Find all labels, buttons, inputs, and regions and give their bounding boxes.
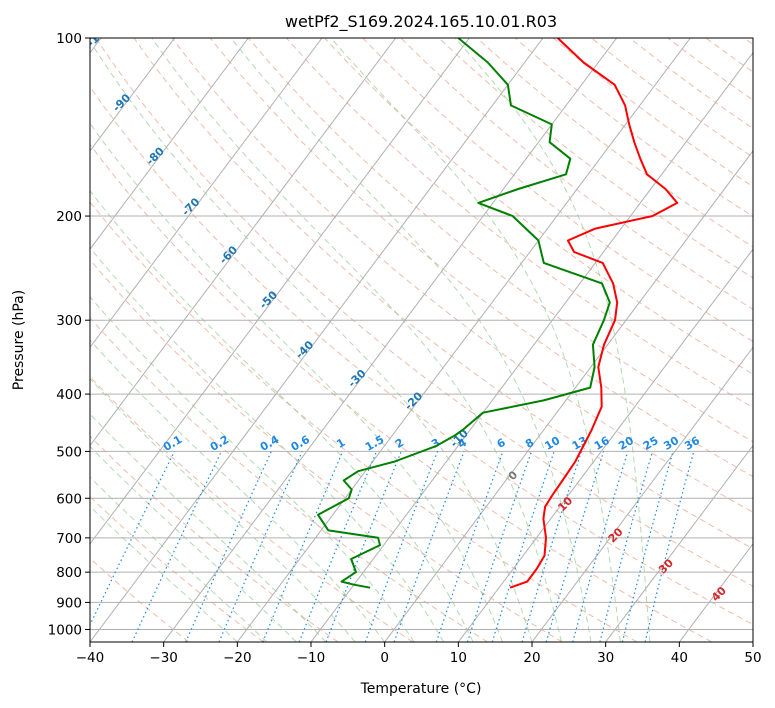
moist-adiabat-line	[90, 445, 297, 642]
mixing-ratio-line	[90, 451, 176, 627]
x-tick-label: 20	[523, 650, 540, 666]
moist-adiabat-line	[330, 38, 621, 642]
x-axis-title: Temperature (°C)	[360, 681, 482, 697]
mixing-ratio-line	[491, 451, 555, 642]
mixing-ratio-line	[325, 451, 402, 642]
profile-lines	[317, 38, 679, 589]
mixing-ratio-line	[466, 451, 533, 642]
y-tick-label: 800	[56, 565, 82, 581]
dry-adiabat-line	[362, 38, 753, 343]
background-lines	[90, 38, 753, 642]
x-tick-label: 40	[671, 650, 688, 666]
chart-title: wetPf2_S169.2024.165.10.01.R03	[285, 12, 557, 32]
isotherm-line	[90, 38, 249, 250]
moist-adiabat-line	[151, 38, 562, 642]
y-tick-label: 200	[56, 209, 82, 225]
temperature-line	[509, 38, 679, 589]
dry-adiabat-line	[133, 38, 753, 550]
mixing-ratio-line	[545, 451, 605, 642]
dry-adiabat-line	[90, 201, 638, 642]
dry-adiabat-line	[247, 38, 753, 443]
dry-adiabat-line	[171, 38, 753, 513]
isotherm-line	[310, 51, 753, 642]
moist-adiabat-line	[90, 476, 268, 642]
plot-frame	[89, 37, 754, 643]
y-tick-label: 600	[56, 491, 82, 507]
isotherm-line	[90, 38, 544, 642]
isotherm-line	[531, 346, 753, 642]
dewpoint-line	[317, 38, 611, 589]
dry-adiabat-line	[209, 38, 753, 478]
dry-adiabat-line	[95, 38, 753, 587]
dry-adiabat-line	[90, 259, 563, 642]
moist-adiabat-line	[90, 413, 327, 642]
dry-adiabat-line	[90, 86, 753, 626]
mixing-ratio-line	[521, 451, 583, 642]
y-tick-label: 100	[56, 31, 82, 47]
mixing-ratio-line	[298, 451, 378, 642]
y-axis-title: Pressure (hPa)	[11, 290, 27, 390]
isotherm-line	[90, 38, 323, 349]
y-tick-label: 300	[56, 313, 82, 329]
axes: −40 −30 −20 −10 0 10 20 30 40 50 1000 900 800 700 600 5…	[48, 31, 762, 666]
x-tick-label: 10	[450, 650, 467, 666]
isotherm-line	[384, 150, 753, 642]
x-tick-label: −10	[297, 650, 326, 666]
mixing-ratio-line	[435, 451, 504, 642]
mixing-ratio-line	[572, 451, 629, 642]
dry-adiabat-line	[400, 38, 753, 310]
isotherm-line	[90, 38, 176, 152]
moist-adiabat-line	[90, 339, 386, 642]
moist-adiabat-line	[90, 505, 238, 642]
x-tick-label: −20	[223, 650, 252, 666]
moist-adiabat-line	[90, 122, 503, 642]
isotherm-line	[236, 38, 691, 642]
isotherm-line	[163, 38, 618, 642]
x-tick-label: 50	[744, 650, 761, 666]
isotherm-line	[457, 248, 753, 642]
moist-adiabat-line	[90, 189, 474, 642]
x-tick-label: −30	[149, 650, 178, 666]
y-tick-label: 500	[56, 444, 82, 460]
dry-adiabat-line	[90, 143, 712, 642]
x-tick-label: 30	[597, 650, 614, 666]
moist-adiabat-line	[90, 40, 533, 642]
y-tick-label: 1000	[48, 622, 82, 638]
x-tick-label: −40	[76, 650, 105, 666]
isotherm-line	[90, 38, 397, 447]
isotherm-line	[605, 444, 753, 642]
y-tick-label: 700	[56, 531, 82, 547]
moist-adiabat-line	[230, 38, 592, 642]
y-tick-label: 400	[56, 387, 82, 403]
dry-adiabat-line	[90, 375, 414, 642]
x-tick-label: 0	[380, 650, 389, 666]
isotherm-line	[90, 38, 470, 545]
moist-adiabat-line	[454, 38, 651, 642]
mixing-ratio-line	[131, 451, 222, 642]
y-tick-label: 900	[56, 595, 82, 611]
